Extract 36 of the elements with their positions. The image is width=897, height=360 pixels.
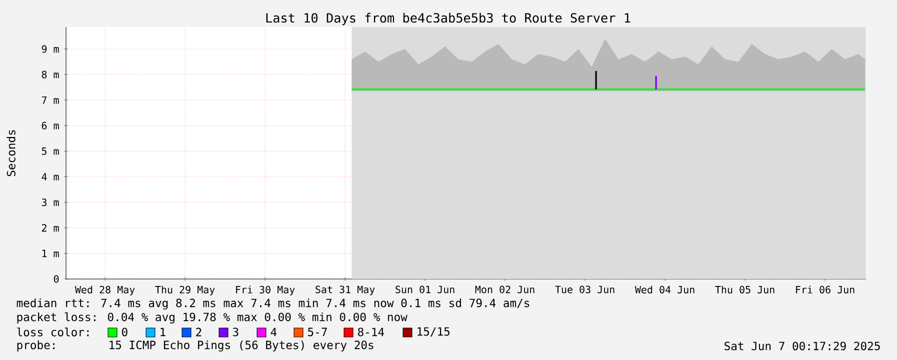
x-tick-label: Tue 03 Jun [555,286,614,294]
x-tick-label: Mon 02 Jun [475,286,534,294]
y-tick-label: 1 m [42,250,59,258]
x-tick-label: Fri 30 May [236,286,295,296]
y-tick-label: 7 m [42,96,59,104]
text: Sat Jun 7 00:17:29 2025 [724,342,880,350]
text: 5-7 [308,328,327,336]
y-tick-label: 0 [54,275,59,283]
y-tick-label: 3 m [42,198,59,206]
x-tick-label: Thu 05 Jun [715,286,774,294]
text: median rtt: 7.4 ms avg 8.2 ms max 7.4 ms min 7.4 ms now 0.1 ms sd 79.4 am/s [16,298,530,310]
y-tick-label: 4 m [42,173,59,180]
text: 15/15 [418,327,450,337]
y-tick-label: 9 m [42,45,59,53]
x-tick-label: Thu 29 May [155,286,215,296]
x-tick-label: Fri 06 Jun [796,286,854,294]
x-tick-label: Sun 01 Jun [396,286,454,294]
text: 15 ICMP Echo Pings (56 Bytes) every 20s [110,340,374,352]
y-axis-title: Seconds [6,130,16,176]
text: 3 [233,328,238,336]
text: loss color: [17,328,89,336]
y-tick-label: 8 m [42,70,59,78]
text: 0 [122,328,128,336]
x-tick-label: Sat 31 May [316,286,375,296]
chart-title: Last 10 Days from be4c3ab5e5b3 to Route Server 1 [266,12,630,26]
text: 8-14 [358,328,384,336]
x-tick-label: Wed 04 Jun [634,286,694,294]
text: packet loss: 0.04 % avg 19.78 % max 0.00 % min 0.00 % now [17,312,408,324]
x-tick-label: Wed 28 May [74,286,135,296]
text: 2 [196,328,202,336]
text: 4 [270,328,277,336]
y-tick-label: 5 m [42,148,59,155]
text: probe: [17,340,54,352]
text: 1 [160,328,166,336]
y-tick-label: 6 m [42,122,59,130]
y-tick-label: 2 m [42,224,59,232]
